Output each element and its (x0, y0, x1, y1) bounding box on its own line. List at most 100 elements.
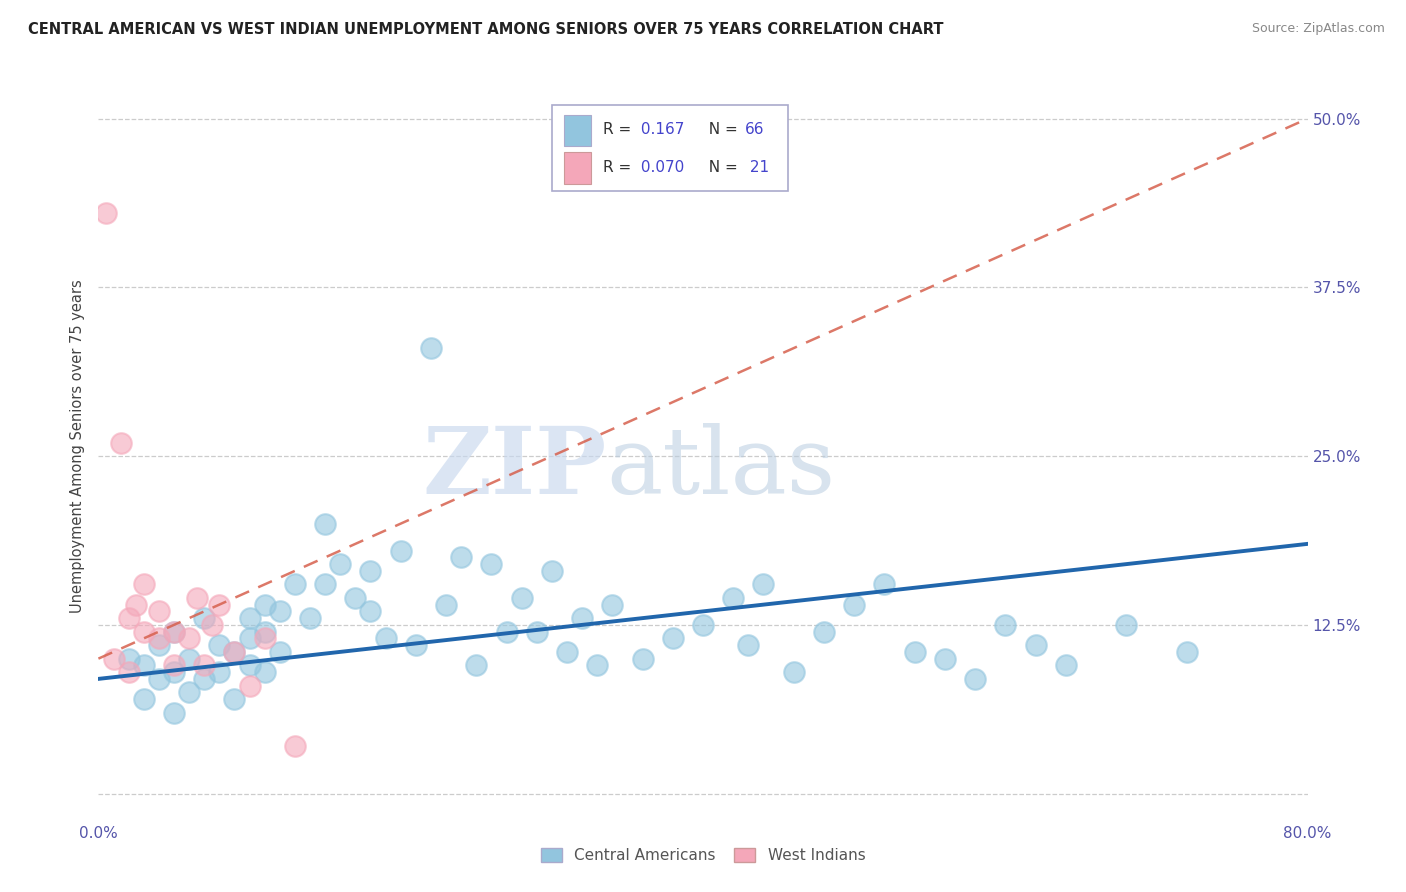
Point (201, 618, 224, 632)
Point (904, 645, 927, 659)
Point (208, 638, 231, 652)
Point (224, 645, 246, 659)
Point (1054, 658, 1077, 673)
Point (148, 638, 170, 652)
Point (118, 611, 141, 625)
Point (103, 651, 125, 665)
Point (132, 624, 155, 639)
Point (179, 651, 201, 665)
Text: N =: N = (699, 160, 742, 175)
Point (239, 658, 262, 673)
Point (179, 632, 201, 646)
Point (132, 658, 155, 673)
Point (813, 624, 835, 639)
FancyBboxPatch shape (551, 105, 787, 191)
Point (783, 665, 806, 680)
Point (481, 557, 503, 571)
Point (224, 645, 246, 659)
Point (314, 516, 336, 531)
Point (661, 632, 683, 646)
Point (965, 672, 987, 686)
Point (239, 632, 262, 646)
Point (125, 598, 148, 612)
Point (873, 577, 896, 591)
Point (844, 598, 866, 612)
Point (163, 624, 186, 639)
Point (118, 651, 141, 665)
Point (163, 706, 186, 720)
Bar (564, 153, 591, 184)
Point (163, 665, 186, 680)
Point (193, 611, 215, 625)
Point (148, 672, 170, 686)
Point (253, 665, 276, 680)
Point (132, 692, 155, 706)
Point (269, 645, 291, 659)
Point (344, 591, 367, 605)
Bar (564, 115, 591, 146)
Point (284, 739, 307, 754)
Point (239, 679, 262, 693)
Y-axis label: Unemployment Among Seniors over 75 years: Unemployment Among Seniors over 75 years (70, 279, 86, 613)
Point (179, 685, 201, 699)
Point (723, 591, 745, 605)
Text: CENTRAL AMERICAN VS WEST INDIAN UNEMPLOYMENT AMONG SENIORS OVER 75 YEARS CORRELA: CENTRAL AMERICAN VS WEST INDIAN UNEMPLOY… (28, 22, 943, 37)
Point (692, 618, 714, 632)
Text: 0.167: 0.167 (637, 122, 685, 137)
Point (450, 550, 472, 565)
Point (374, 632, 396, 646)
Text: R =: R = (603, 160, 636, 175)
Point (1175, 645, 1198, 659)
Point (253, 632, 276, 646)
Point (208, 598, 231, 612)
Text: 21: 21 (745, 160, 769, 175)
Point (360, 604, 382, 618)
Point (314, 577, 336, 591)
Point (752, 577, 775, 591)
Text: 0.070: 0.070 (637, 160, 685, 175)
Point (239, 611, 262, 625)
Point (737, 638, 759, 652)
Point (420, 341, 443, 355)
Point (405, 638, 427, 652)
Point (163, 624, 186, 639)
Point (118, 665, 141, 680)
Text: R =: R = (603, 122, 636, 137)
Point (110, 435, 132, 450)
Point (224, 692, 246, 706)
Point (389, 543, 412, 558)
Point (253, 624, 276, 639)
Point (994, 618, 1017, 632)
Text: ZIP: ZIP (422, 424, 606, 514)
Point (1024, 638, 1046, 652)
Point (193, 672, 215, 686)
Point (208, 665, 231, 680)
Text: 66: 66 (745, 122, 765, 137)
Point (602, 598, 624, 612)
Text: atlas: atlas (606, 424, 835, 514)
Point (540, 564, 562, 578)
Text: Source: ZipAtlas.com: Source: ZipAtlas.com (1251, 22, 1385, 36)
Point (465, 658, 488, 673)
Point (253, 598, 276, 612)
Point (526, 624, 548, 639)
Point (631, 651, 654, 665)
Point (193, 658, 215, 673)
Point (555, 645, 578, 659)
Point (495, 624, 517, 639)
Point (148, 604, 170, 618)
Point (510, 591, 533, 605)
Point (571, 611, 593, 625)
Point (132, 577, 155, 591)
Point (148, 632, 170, 646)
Point (434, 598, 457, 612)
Point (360, 564, 382, 578)
Point (586, 658, 609, 673)
Text: N =: N = (699, 122, 742, 137)
Point (299, 611, 322, 625)
Point (186, 591, 208, 605)
Point (934, 651, 956, 665)
Point (269, 604, 291, 618)
Point (329, 557, 352, 571)
Point (284, 577, 307, 591)
